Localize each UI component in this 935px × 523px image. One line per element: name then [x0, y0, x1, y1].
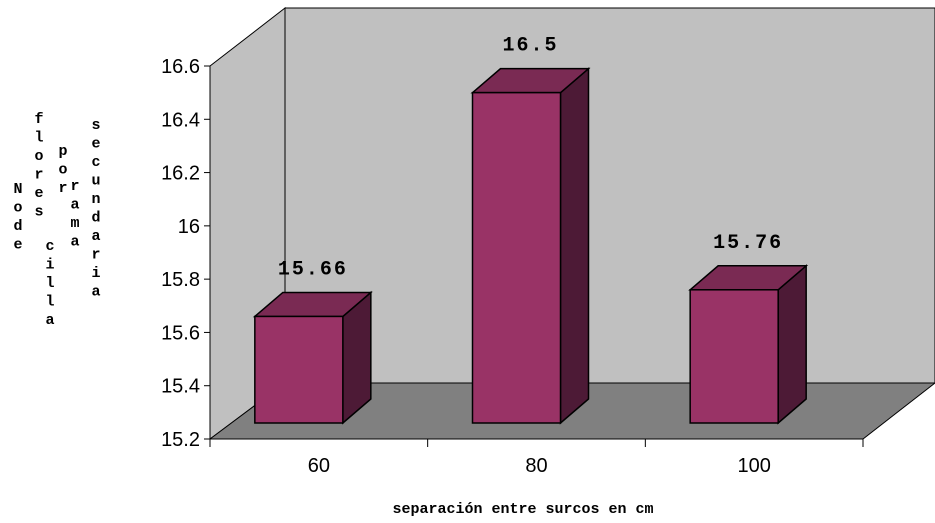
y-tick-label: 16 [178, 216, 200, 238]
y-tick-label: 16.4 [161, 109, 200, 131]
y-axis-label-letter: n [91, 191, 100, 208]
y-axis-label-letter: a [45, 312, 54, 329]
y-axis-label-letter: c [45, 238, 54, 255]
y-axis-label-letter: r [91, 247, 100, 264]
bar-front-face [689, 289, 779, 424]
y-axis-label-letter: o [13, 200, 22, 217]
x-tick-label: 60 [308, 455, 330, 477]
y-tick-label: 15.6 [161, 322, 200, 344]
bar-front-face [254, 315, 344, 424]
y-axis-label-letter: a [70, 197, 79, 214]
y-tick-label: 15.2 [161, 429, 200, 451]
y-tick-label: 16.2 [161, 163, 200, 185]
y-axis-label-letter: e [34, 185, 43, 202]
y-axis-label-letter: m [70, 215, 79, 232]
y-axis-ticks: 15.2 15.4 15.6 15.8 16 16.2 16.4 16.6 [161, 56, 210, 451]
y-axis-label-letter: r [34, 167, 43, 184]
y-tick-label: 15.4 [161, 376, 200, 398]
x-tick-label: 80 [525, 455, 547, 477]
y-tick-label: 15.8 [161, 269, 200, 291]
y-axis-label-letter: o [58, 162, 67, 179]
y-axis-label-letter: e [13, 237, 22, 254]
y-tick-label: 16.6 [161, 56, 200, 78]
y-axis-label-letter: u [91, 173, 100, 190]
bar-series [252, 67, 809, 425]
bar [688, 264, 809, 425]
y-axis-label-letter: l [45, 294, 54, 311]
y-axis-label-letter: c [91, 154, 100, 171]
bar [470, 67, 591, 425]
y-axis-label-letter: l [45, 275, 54, 292]
y-axis-label-letter: d [13, 218, 22, 235]
bar-front-face [471, 91, 562, 424]
data-label: 15.66 [278, 258, 348, 281]
y-axis-label-letter: i [91, 265, 100, 282]
y-axis-label-column: por [58, 143, 67, 197]
y-axis-label-letter: a [91, 284, 100, 301]
bar [252, 290, 373, 425]
y-axis-label-letter: i [45, 257, 54, 274]
y-axis-label-letter: N [13, 181, 22, 198]
data-label: 16.5 [502, 35, 558, 58]
y-axis-label-letter: r [70, 178, 79, 195]
y-axis-label-letter: r [58, 180, 67, 197]
data-label: 15.76 [713, 232, 783, 255]
bar-side-face [559, 67, 590, 425]
y-axis-label-letter: p [58, 143, 67, 160]
y-axis-label-letter: l [34, 130, 43, 147]
x-tick-label: 100 [737, 455, 770, 477]
y-axis-label-letter: o [34, 148, 43, 165]
y-axis-label-letter: a [70, 234, 79, 251]
y-axis-label-letter: d [91, 210, 100, 227]
data-labels: 15.66 16.5 15.76 [278, 35, 783, 282]
y-axis-label-letter: s [34, 204, 43, 221]
y-axis-label-letter: a [91, 228, 100, 245]
y-axis-label-letter: s [91, 117, 100, 134]
chart-back-wall [284, 7, 935, 384]
x-axis-title: separación entre surcos en cm [392, 501, 653, 518]
y-axis-label-letter: e [91, 136, 100, 153]
x-axis-ticks: 60 80 100 [209, 439, 864, 477]
y-axis-label-letter: f [34, 111, 43, 128]
bar-side-face [777, 264, 807, 425]
